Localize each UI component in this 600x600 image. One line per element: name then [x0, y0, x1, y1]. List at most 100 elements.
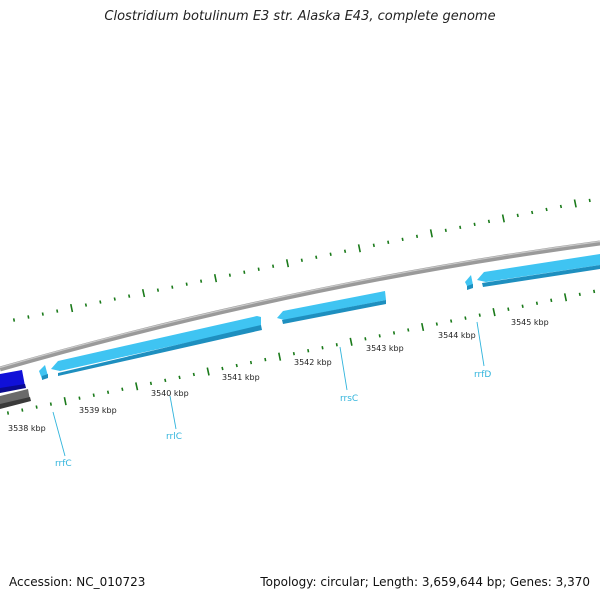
minor-tick [507, 307, 510, 311]
minor-tick [378, 334, 381, 338]
major-tick [285, 259, 290, 268]
minor-tick [49, 402, 52, 406]
minor-tick [464, 316, 467, 320]
minor-tick [78, 396, 81, 400]
minor-tick [478, 313, 481, 317]
genome-title: Clostridium botulinum E3 str. Alaska E43… [104, 9, 496, 24]
minor-tick [372, 243, 375, 248]
gene-label-rrfD: rrfD [474, 370, 491, 380]
gene-rrsC-feature [277, 291, 386, 324]
kbp-label: 3539 kbp [79, 406, 117, 415]
minor-tick [415, 234, 419, 239]
minor-tick [56, 309, 59, 313]
minor-tick [459, 225, 462, 230]
gene-rrlC-feature [51, 316, 262, 376]
minor-tick [300, 258, 303, 262]
inner-tick-ring [6, 289, 596, 415]
minor-tick [578, 292, 581, 297]
gray-feature [0, 389, 31, 409]
gene-rrfC-feature [39, 365, 48, 380]
gene-downstream-feature [477, 254, 600, 287]
minor-tick [171, 285, 174, 289]
minor-tick [588, 198, 591, 203]
minor-tick [178, 375, 181, 380]
minor-tick [41, 312, 44, 316]
kbp-label: 3545 kbp [511, 318, 549, 327]
major-tick [563, 293, 568, 302]
minor-tick [521, 304, 524, 308]
minor-tick [243, 270, 246, 274]
minor-tick [264, 357, 267, 362]
minor-tick [121, 387, 124, 391]
rrsC-leader-line [339, 346, 348, 391]
kbp-label: 3538 kbp [8, 424, 46, 433]
rrfD-leader-line [476, 321, 485, 367]
minor-tick [221, 366, 224, 371]
minor-tick [27, 315, 30, 319]
minor-tick [450, 319, 453, 323]
gene-label-rrsC: rrsC [340, 394, 358, 404]
minor-tick [192, 372, 195, 377]
major-tick [501, 214, 505, 223]
minor-tick [315, 255, 318, 259]
genome-backbone [0, 240, 600, 372]
kbp-label: 3540 kbp [151, 389, 189, 398]
minor-tick [593, 289, 596, 294]
minor-tick [321, 346, 324, 350]
minor-tick [364, 337, 367, 341]
gene-rrfD-feature [465, 275, 473, 290]
minor-tick [401, 237, 404, 242]
major-tick [206, 367, 210, 376]
kbp-label: 3542 kbp [294, 358, 332, 367]
minor-tick [487, 219, 491, 224]
minor-tick [257, 267, 260, 271]
rrlC-leader-line [169, 395, 177, 430]
kbp-label: 3543 kbp [366, 344, 404, 353]
major-tick [349, 337, 353, 346]
minor-tick [6, 411, 10, 415]
kbp-label: 3544 kbp [438, 331, 476, 340]
major-tick [429, 229, 433, 238]
minor-tick [185, 282, 188, 286]
gene-label-rrlC: rrlC [166, 432, 182, 442]
major-tick [492, 308, 496, 317]
rrfC-leader-line [52, 411, 66, 457]
minor-tick [84, 303, 88, 307]
minor-tick [156, 288, 160, 292]
minor-tick [128, 294, 131, 298]
minor-tick [329, 252, 332, 256]
outer-tick-ring [12, 198, 591, 322]
major-tick [573, 199, 577, 208]
minor-tick [435, 322, 438, 326]
minor-tick [92, 393, 95, 397]
minor-tick [249, 360, 253, 365]
minor-tick [149, 381, 153, 386]
minor-tick [545, 207, 548, 212]
minor-tick [228, 273, 231, 277]
major-tick [213, 274, 218, 283]
major-tick [278, 352, 282, 361]
kbp-label: 3541 kbp [222, 373, 260, 382]
major-tick [141, 289, 146, 298]
minor-tick [387, 240, 390, 245]
minor-tick [292, 351, 295, 356]
minor-tick [473, 222, 476, 227]
genome-summary-text: Topology: circular; Length: 3,659,644 bp… [260, 575, 590, 589]
major-tick [357, 244, 361, 253]
minor-tick [343, 249, 347, 253]
minor-tick [235, 363, 238, 368]
accession-text: Accession: NC_010723 [9, 575, 146, 589]
major-tick [421, 322, 425, 332]
major-tick [135, 382, 139, 391]
minor-tick [335, 343, 338, 347]
minor-tick [200, 279, 203, 283]
minor-tick [535, 301, 539, 305]
minor-tick [99, 300, 102, 304]
minor-tick [272, 264, 275, 268]
minor-tick [559, 204, 563, 209]
minor-tick [12, 318, 16, 322]
minor-tick [550, 298, 553, 303]
minor-tick [113, 297, 116, 301]
minor-tick [164, 378, 167, 383]
